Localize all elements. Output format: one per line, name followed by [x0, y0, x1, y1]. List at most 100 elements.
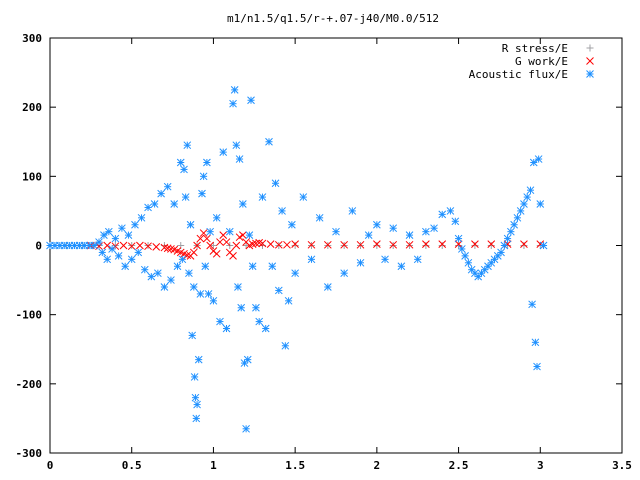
series-2-point [516, 207, 525, 215]
series-1-point [232, 241, 241, 250]
series-2-point [258, 193, 267, 201]
series-2-point [235, 155, 244, 163]
axis-tick-labels: 0 0.5 1 1.5 2 2.5 3 3.5 -300 -200 -100 0 100 200 300 [16, 32, 632, 472]
y-tick-label: -300 [16, 447, 43, 460]
series-2-point [198, 189, 206, 198]
x-tick-label: 1 [210, 459, 217, 472]
series-2-point [234, 283, 242, 291]
series-1-point [119, 241, 128, 250]
series-1-point [199, 229, 208, 237]
series-2-point [173, 262, 182, 271]
series-2-point [243, 355, 252, 364]
series-2-point [248, 262, 257, 271]
x-tick-label: 0 [47, 459, 54, 472]
series-2-point [189, 283, 198, 291]
series-2-point [247, 96, 255, 105]
series-2-point [288, 220, 296, 229]
series-0-point [487, 242, 495, 249]
series-1-point [389, 240, 398, 249]
series-1-point [193, 241, 201, 250]
series-2-point [232, 141, 241, 150]
series-2-point [192, 414, 201, 423]
series-2-point [268, 262, 277, 271]
series-2-point [222, 324, 231, 333]
x-tick-label: 3 [537, 459, 544, 472]
series-2-point [284, 296, 293, 305]
legend-label-1: G work/E [515, 55, 568, 68]
series-2 [46, 86, 548, 433]
x-tick-label: 2 [374, 459, 381, 472]
series-2-point [299, 193, 308, 201]
series-2-point [131, 220, 139, 229]
series-2-point [503, 234, 512, 243]
series-2-point [315, 213, 324, 222]
series-2-point [373, 220, 381, 229]
series-2-point [181, 193, 190, 201]
series-2-point [446, 207, 455, 215]
series-2-point [245, 231, 254, 239]
axis-ticks [49, 37, 623, 454]
series-2-point [157, 189, 165, 198]
series-2-point [528, 300, 536, 309]
series-1-point [152, 243, 161, 251]
series-2-point [150, 200, 159, 208]
series-2-point [180, 165, 188, 174]
series-2-point [526, 186, 535, 195]
legend-label-0: R stress/E [502, 42, 568, 55]
series-2-point [274, 286, 283, 295]
x-tick-label: 3.5 [612, 459, 632, 472]
series-2-point [196, 290, 205, 298]
series-2-point [531, 338, 540, 347]
series-2-point [154, 269, 162, 278]
x-tick-label: 2.5 [449, 459, 469, 472]
series-2-point [454, 234, 463, 243]
series-1-point [405, 240, 414, 249]
series-1-point [422, 240, 430, 248]
series-1-point [196, 234, 205, 243]
series-0-point [209, 242, 217, 249]
series-2-point [121, 262, 130, 271]
series-1-point [144, 242, 152, 251]
series-1-point [136, 241, 144, 250]
series-2-point [193, 400, 201, 409]
series-2-point [529, 158, 538, 167]
y-tick-label: 200 [22, 101, 42, 114]
series-2-point [118, 224, 126, 233]
series-2-point [364, 231, 373, 239]
series-2-point [539, 241, 548, 250]
series-2-point [430, 224, 438, 233]
series-1-point [219, 231, 228, 239]
series-2-point [422, 227, 430, 236]
series-2-point [185, 269, 193, 278]
series-2-point [533, 362, 541, 371]
series-1-point [266, 240, 275, 248]
series-2-point [111, 234, 120, 243]
series-2-point [114, 252, 123, 260]
series-0-point [291, 242, 299, 249]
series-2-point [104, 227, 113, 236]
y-tick-label: -100 [16, 309, 43, 322]
y-tick-label: 0 [35, 240, 42, 253]
y-tick-label: -200 [16, 378, 43, 391]
series-2-point [356, 258, 365, 267]
series-2-point [209, 296, 218, 305]
series-2-point [281, 341, 290, 350]
legend: R stress/E G work/E Acoustic flux/E [469, 42, 594, 81]
series-2-point [199, 172, 208, 181]
series-2-point [188, 331, 197, 340]
series-2-point [204, 290, 213, 298]
series-0-point [422, 242, 430, 249]
series-1-point [283, 240, 291, 249]
series-1-point [216, 238, 224, 246]
series-1-point [103, 241, 112, 250]
series-2-point [183, 141, 192, 150]
series-2-point [513, 213, 522, 222]
series-1-point [454, 240, 463, 248]
series-1-point [258, 239, 267, 248]
series-2-point [255, 317, 264, 326]
series-1 [87, 229, 545, 260]
legend-marker-1 [586, 57, 594, 65]
series-0-point [438, 242, 446, 249]
y-tick-label: 300 [22, 32, 42, 45]
series-2-point [261, 324, 270, 333]
